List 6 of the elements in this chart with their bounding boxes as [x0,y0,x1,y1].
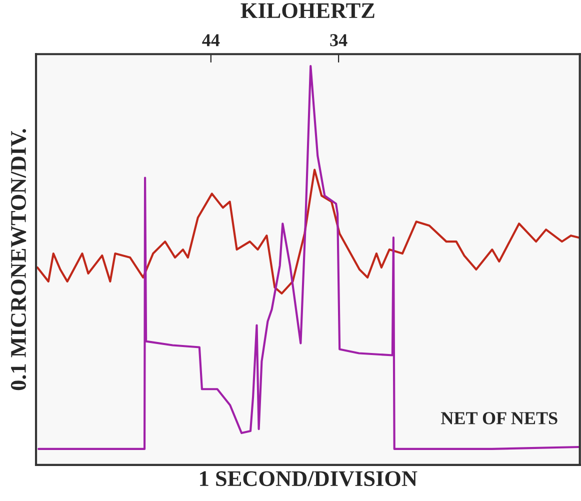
y-axis-title: 0.1 MICRONEWTON/DIV. [10,129,26,390]
annotation: NET OF NETS [441,412,558,424]
x2-axis-title: KILOHERTZ [240,3,374,18]
x-tick-label: 34 [330,34,348,46]
x-axis-title: 1 SECOND/DIVISION [200,471,418,486]
x-tick-label: 44 [202,34,220,46]
